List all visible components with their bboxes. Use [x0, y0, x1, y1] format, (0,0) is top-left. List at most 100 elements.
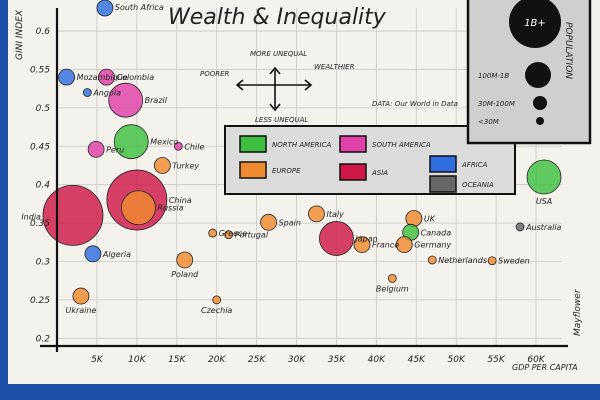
legend-label: ASIA: [371, 169, 388, 177]
point-peru: [87, 140, 105, 158]
arrow-head-up: [269, 66, 281, 75]
y-tick-label: 0.45: [30, 142, 50, 152]
point-brazil: [108, 82, 144, 118]
point-germany: [395, 236, 413, 254]
point-mexico: [113, 124, 149, 160]
y-tick-label: 0.5: [36, 104, 51, 114]
poorer-label: POORER: [200, 70, 230, 78]
y-tick-label: 0.2: [36, 334, 51, 344]
chart-title: Wealth & Inequality: [168, 5, 387, 30]
point-label: Canada: [421, 228, 452, 237]
point-czechia: [212, 295, 222, 305]
point-label: UK: [424, 214, 436, 223]
point-label: Mexico: [150, 138, 178, 147]
x-tick-labels: 5K 10K 15K 20K 25K 30K 35K 40K 45K 50K 55K 60K: [91, 355, 546, 365]
arrow-head-right: [304, 79, 313, 91]
point-label: Angola: [92, 89, 121, 98]
x-tick-label: 60K: [527, 355, 545, 365]
point-label: Czechia: [201, 306, 232, 315]
pop-size-circle: [533, 96, 547, 110]
point-label: Algeria: [102, 250, 131, 259]
direction-guide: MORE UNEQUAL LESS UNEQUAL POORER WEALTHI…: [200, 50, 458, 124]
point-belgium: [387, 273, 397, 283]
point-label: Sweden: [498, 257, 530, 266]
legend-swatch-na: [239, 135, 267, 153]
y-tick-labels: 0.2 0.25 0.3 0.35 0.4 0.45 0.5 0.55 0.6: [30, 27, 50, 344]
point-portugal: [224, 230, 234, 240]
x-axis-label: GDP PER CAPITA: [512, 363, 578, 372]
point-usa: [526, 159, 562, 195]
y-tick-label: 0.3: [36, 258, 51, 268]
point-label: Australia: [525, 223, 561, 232]
point-netherlands: [427, 255, 437, 265]
y-tick-label: 0.4: [36, 181, 51, 191]
point-label: Colombia: [117, 73, 155, 82]
legend-swatch-as: [339, 163, 367, 181]
arrow-head-down: [269, 103, 281, 112]
point-label: Chile: [184, 142, 204, 151]
point-ukraine: [72, 287, 90, 305]
point-label: Peru: [106, 145, 124, 154]
pop-size-circle: [509, 0, 561, 48]
point-label: Germany: [414, 241, 451, 250]
arrow-head-left: [235, 79, 244, 91]
x-tick-label: 5K: [91, 355, 104, 365]
region-legend: NORTH AMERICA SOUTH AMERICA AFRICA EUROPE AS…: [224, 125, 516, 195]
pop-size-circle: [536, 117, 544, 125]
x-tick-label: 50K: [448, 355, 466, 365]
point-label: Spain: [279, 218, 301, 227]
y-tick-label: 0.55: [30, 65, 50, 75]
point-label: Ukraine: [65, 306, 96, 315]
region-legend-box: [224, 125, 516, 195]
point-label: Brazil: [145, 96, 168, 105]
legend-swatch-af: [429, 155, 457, 173]
point-uk: [405, 210, 423, 227]
point-label: Mozambique: [77, 73, 128, 82]
point-russia: [121, 190, 156, 226]
x-tick-label: 15K: [168, 355, 186, 365]
point-algeria: [84, 245, 102, 263]
legend-swatch-sa: [339, 135, 367, 153]
point-label: France: [372, 241, 399, 250]
point-france: [353, 236, 371, 254]
point-label: India: [21, 212, 41, 221]
point-south-africa: [96, 0, 114, 17]
point-india: [42, 185, 104, 246]
point-label: Italy: [326, 210, 344, 219]
y-tick-label: 0.35: [30, 219, 50, 229]
point-label: Turkey: [172, 161, 199, 170]
point-turkey: [153, 157, 171, 174]
x-tick-label: 30K: [288, 355, 306, 365]
point-japan: [319, 221, 354, 256]
point-angola: [82, 88, 92, 97]
point-italy: [308, 205, 325, 223]
point-label: China: [169, 196, 192, 205]
x-tick-label: 35K: [328, 355, 346, 365]
pop-size-label: 100M-1B: [478, 72, 509, 80]
x-tick-label: 40K: [368, 355, 386, 365]
point-label: Netherlands: [438, 256, 487, 265]
point-label: Japan: [353, 234, 377, 243]
pop-size-label: 1B+: [524, 18, 546, 29]
x-tick-label: 20K: [208, 355, 226, 365]
y-tick-label: 0.6: [36, 27, 51, 37]
legend-label: NORTH AMERICA: [272, 141, 331, 149]
less-unequal-label: LESS UNEQUAL: [255, 116, 308, 124]
legend-label: EUROPE: [272, 167, 301, 175]
signature: Mayflower: [573, 288, 583, 336]
point-label: Portugal: [235, 231, 269, 240]
x-tick-label: 55K: [487, 355, 505, 365]
wealthier-label: WEALTHIER: [314, 63, 355, 71]
point-poland: [176, 251, 194, 269]
pop-size-label: 30M-100M: [478, 100, 515, 108]
point-mozambique: [58, 68, 75, 86]
legend-label: SOUTH AMERICA: [372, 141, 431, 149]
x-tick-label: 45K: [408, 355, 426, 365]
pop-size-label: <30M: [478, 118, 499, 126]
point-sweden: [487, 256, 497, 266]
point-label: Belgium: [376, 284, 409, 293]
axes: [40, 8, 568, 352]
y-tick-label: 0.25: [30, 296, 50, 306]
